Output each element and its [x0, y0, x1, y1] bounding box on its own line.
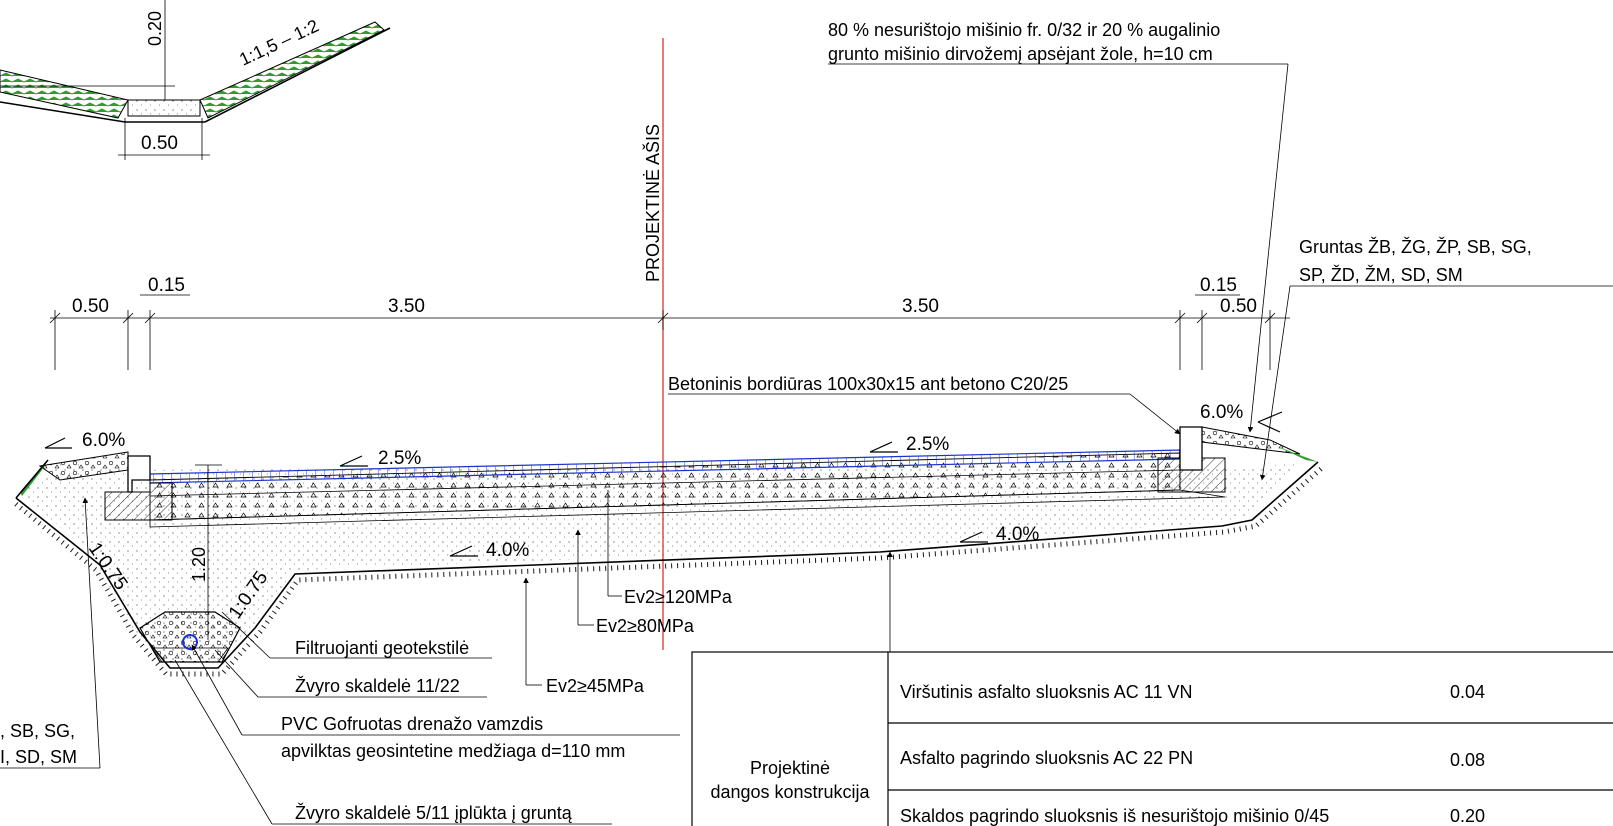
shoulder-right [1201, 426, 1301, 455]
slope-25-left: 2.5% [378, 448, 421, 469]
curb-right-concrete [1157, 457, 1226, 493]
dim-350-right: 3.50 [902, 296, 939, 317]
slope-6-left: 6.0% [82, 430, 125, 451]
ditch-bottom [127, 99, 201, 117]
table-row-name: Skaldos pagrindo sluoksnis iš nesuriš­to… [900, 806, 1329, 826]
curb-right [1179, 426, 1203, 471]
note-fill-mix-line2: grunto mišinio dirvožemį apsėjant žole, … [828, 44, 1213, 64]
label-geotextile: Filtruojanti geotekstilė [295, 638, 469, 658]
pavement-table: Projektinė dangos konstrukcija Viršutini… [691, 651, 1613, 826]
label-curb: Betoninis bordiūras 100x30x15 ant betono… [668, 374, 1068, 394]
ditch-ground-line [0, 27, 391, 123]
ditch-depth-dim: 0.20 [145, 11, 165, 46]
label-ev2-80: Ev2≥80MPa [596, 616, 695, 636]
curb-left-concrete [104, 482, 173, 521]
dimension-row: 0.50 0.15 3.50 3.50 0.15 0.50 [49, 275, 1290, 370]
project-axis-label: PROJEKTINĖ AŠIS [642, 124, 663, 282]
dim-050-left: 0.50 [72, 296, 109, 317]
note-soil-right-line2: SP, ŽD, ŽM, SD, SM [1299, 265, 1463, 285]
dim-015-left: 0.15 [148, 275, 185, 296]
dim-350-left: 3.50 [388, 296, 425, 317]
ground-hatch [14, 466, 1324, 677]
ditch-width-dim: 0.50 [141, 133, 178, 154]
dim-015-right: 0.15 [1200, 275, 1237, 296]
table-group-label-line2: dangos konstrukcija [710, 782, 870, 802]
slope-4-right: 4.0% [996, 524, 1039, 545]
slope-25-right: 2.5% [906, 434, 949, 455]
table-group-label-line1: Projektinė [750, 758, 830, 778]
table-row-value: 0.20 [1450, 806, 1485, 826]
drain-pipe [182, 634, 198, 650]
slope-6-right: 6.0% [1200, 402, 1243, 423]
ground-outline [15, 459, 1319, 669]
dim-120: 1.20 [189, 547, 209, 582]
label-ev2-120: Ev2≥120MPa [624, 587, 733, 607]
ditch-right-slope [199, 21, 385, 119]
dim-050-right: 0.50 [1220, 296, 1257, 317]
note-soil-left-line2: I, SD, SM [0, 747, 77, 767]
ditch-left-slope [0, 69, 129, 119]
ditch-detail: 0.20 0.50 1:1,5 – 1:2 [0, 0, 391, 160]
label-gravel-5-11: Žvyro skaldelė 5/11 įplūkta į gruntą [295, 803, 573, 823]
table-row-name: Viršutinis asfalto sluoksnis AC 11 VN [900, 682, 1192, 702]
table-row-name: Asfalto pagrindo sluoksnis AC 22 PN [900, 748, 1193, 768]
road-body [14, 426, 1324, 677]
slope-4-left: 4.0% [486, 540, 529, 561]
note-fill-mix-line1: 80 % nesuriš­tojo mišinio fr. 0/32 ir 20… [828, 20, 1220, 40]
table-row-value: 0.04 [1450, 682, 1485, 702]
table-row-value: 0.08 [1450, 750, 1485, 770]
label-pvc-line1: PVC Gofruotas drenažo vamzdis [281, 714, 543, 734]
label-ev2-45: Ev2≥45MPa [546, 676, 645, 696]
label-gravel-11-22: Žvyro skaldelė 11/22 [295, 676, 460, 696]
note-soil-right-line1: Gruntas ŽB, ŽG, ŽP, SB, SG, [1299, 237, 1532, 257]
shoulder-left [38, 451, 129, 481]
label-pvc-line2: apvilktas geosintetine medžiaga d=110 mm [281, 741, 625, 761]
note-soil-left-line1: , SB, SG, [0, 721, 75, 741]
